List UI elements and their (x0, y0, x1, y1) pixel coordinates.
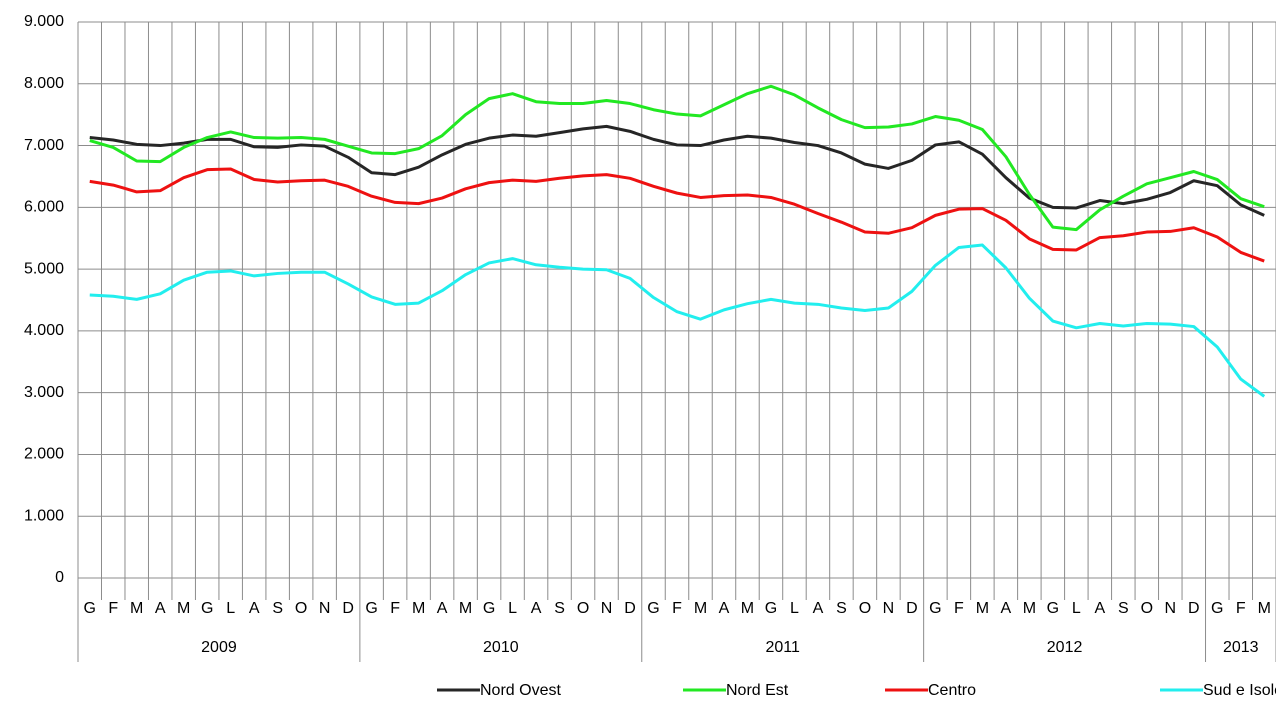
x-tick-label: S (554, 600, 565, 617)
x-tick-label: S (1118, 600, 1129, 617)
x-tick-label: N (883, 600, 895, 617)
x-tick-label: M (130, 600, 143, 617)
legend-label: Nord Est (726, 682, 789, 699)
y-tick-label: 7.000 (24, 137, 64, 154)
x-tick-label: A (531, 600, 542, 617)
x-tick-label: A (1001, 600, 1012, 617)
y-tick-label: 2.000 (24, 446, 64, 463)
year-label: 2013 (1223, 639, 1259, 656)
x-tick-label: M (412, 600, 425, 617)
x-tick-label: G (929, 600, 941, 617)
x-tick-label: M (459, 600, 472, 617)
legend-label: Nord Ovest (480, 682, 561, 699)
x-tick-label: F (672, 600, 682, 617)
x-tick-label: N (1165, 600, 1177, 617)
x-tick-label: G (1211, 600, 1223, 617)
x-tick-label: N (601, 600, 613, 617)
x-tick-label: L (508, 600, 517, 617)
x-tick-label: G (765, 600, 777, 617)
y-tick-label: 8.000 (24, 75, 64, 92)
year-label: 2009 (201, 639, 237, 656)
x-tick-label: M (976, 600, 989, 617)
y-tick-label: 6.000 (24, 199, 64, 216)
series-line (89, 84, 1265, 232)
y-tick-label: 5.000 (24, 260, 64, 277)
x-tick-label: M (177, 600, 190, 617)
y-tick-label: 0 (55, 569, 64, 586)
x-tick-label: O (859, 600, 871, 617)
x-tick-label: D (906, 600, 918, 617)
x-tick-label: F (1236, 600, 1246, 617)
x-tick-label: G (483, 600, 495, 617)
x-tick-label: L (790, 600, 799, 617)
x-tick-label: S (836, 600, 847, 617)
y-tick-label: 3.000 (24, 384, 64, 401)
x-tick-label: G (647, 600, 659, 617)
x-tick-label: M (741, 600, 754, 617)
x-tick-label: A (719, 600, 730, 617)
x-tick-label: G (201, 600, 213, 617)
year-label: 2012 (1047, 639, 1083, 656)
x-tick-label: S (272, 600, 283, 617)
x-tick-label: M (694, 600, 707, 617)
x-tick-label: G (1047, 600, 1059, 617)
x-tick-label: O (1141, 600, 1153, 617)
x-tick-label: G (84, 600, 96, 617)
x-tick-label: A (249, 600, 260, 617)
y-tick-label: 9.000 (24, 13, 64, 30)
x-tick-label: M (1023, 600, 1036, 617)
year-label: 2011 (766, 639, 801, 656)
series-line (89, 124, 1265, 217)
series-line (89, 243, 1266, 398)
x-tick-label: F (390, 600, 400, 617)
x-tick-label: N (319, 600, 331, 617)
x-tick-label: O (577, 600, 589, 617)
x-tick-label: M (1258, 600, 1271, 617)
x-tick-label: D (342, 600, 354, 617)
x-tick-label: L (226, 600, 235, 617)
x-tick-label: G (365, 600, 377, 617)
x-tick-label: A (437, 600, 448, 617)
x-tick-label: A (155, 600, 166, 617)
x-tick-label: L (1072, 600, 1081, 617)
legend-label: Centro (928, 682, 976, 699)
x-tick-label: D (1188, 600, 1200, 617)
y-tick-label: 1.000 (24, 507, 64, 524)
x-tick-label: A (1094, 600, 1105, 617)
series-line (89, 167, 1265, 263)
x-tick-label: A (813, 600, 824, 617)
x-tick-label: F (108, 600, 118, 617)
x-tick-label: F (954, 600, 964, 617)
x-tick-label: D (624, 600, 636, 617)
x-tick-label: O (295, 600, 307, 617)
y-tick-label: 4.000 (24, 322, 64, 339)
legend-label: Sud e Isole (1203, 682, 1276, 699)
year-label: 2010 (483, 639, 519, 656)
